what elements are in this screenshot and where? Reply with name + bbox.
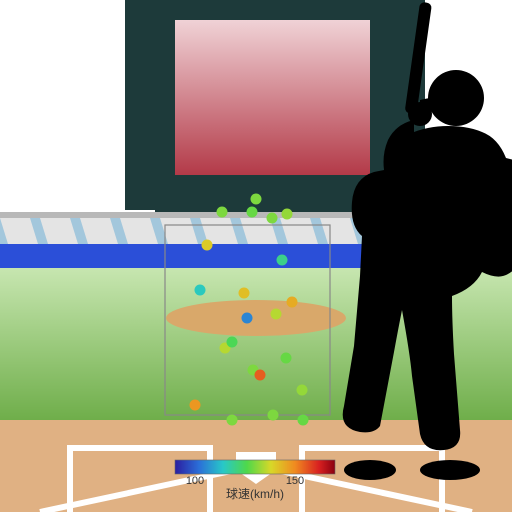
pitch-marker [282, 209, 293, 220]
colorbar-tick-label: 100 [186, 475, 204, 487]
pitch-marker [217, 207, 228, 218]
pitch-marker [242, 313, 253, 324]
pitch-marker [277, 255, 288, 266]
pitch-marker [202, 240, 213, 251]
pitch-marker [297, 385, 308, 396]
colorbar-gradient [175, 460, 335, 474]
pitch-marker [268, 410, 279, 421]
pitch-marker [271, 309, 282, 320]
pitch-marker [251, 194, 262, 205]
pitch-marker [190, 400, 201, 411]
pitch-location-chart: 100 150球速(km/h) [0, 0, 512, 512]
pitch-marker [287, 297, 298, 308]
pitch-marker [267, 213, 278, 224]
pitch-marker [195, 285, 206, 296]
pitch-marker [255, 370, 266, 381]
pitch-marker [281, 353, 292, 364]
colorbar-title: 球速(km/h) [226, 487, 284, 501]
colorbar-tick-label: 150 [286, 475, 304, 487]
pitch-marker [298, 415, 309, 426]
pitch-marker [227, 337, 238, 348]
pitch-marker [239, 288, 250, 299]
pitch-marker [227, 415, 238, 426]
pitch-marker [247, 207, 258, 218]
